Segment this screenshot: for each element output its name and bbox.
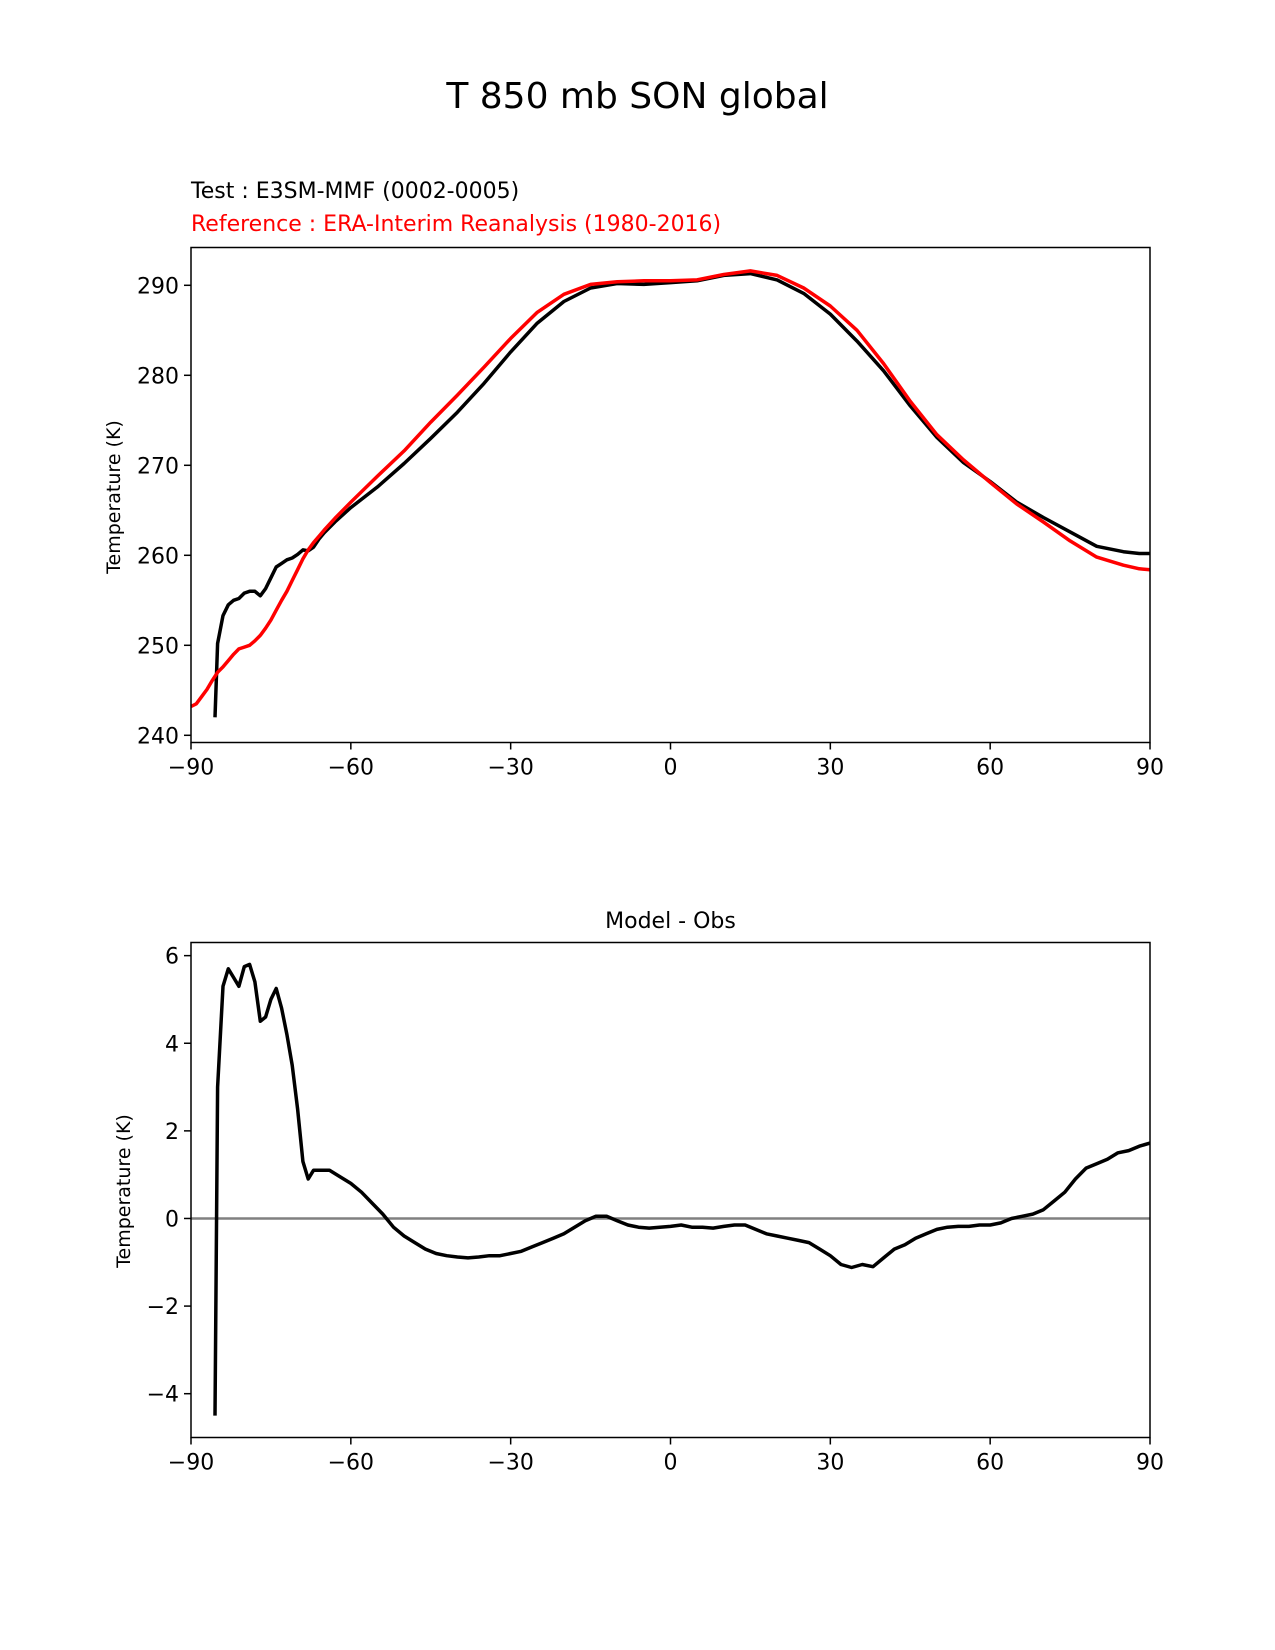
x-tick-label: 60 — [976, 756, 1004, 781]
y-tick-label: 0 — [165, 1207, 179, 1232]
figure-title: T 850 mb SON global — [445, 76, 828, 117]
plot-frame — [190, 941, 1151, 1439]
y-tick-label: −4 — [147, 1383, 179, 1408]
series-reference-line — [190, 269, 1151, 709]
y-tick-label: 280 — [137, 364, 179, 389]
y-tick-label: 290 — [137, 274, 179, 299]
y-axis-label: Temperature (K) — [103, 420, 125, 575]
y-tick-label: 270 — [137, 454, 179, 479]
x-tick-label: 60 — [976, 1451, 1004, 1476]
x-tick-label: −30 — [487, 756, 533, 781]
chart-title: Model - Obs — [605, 909, 736, 934]
x-tick-label: 0 — [664, 1451, 678, 1476]
series-lines — [213, 962, 1151, 1416]
y-tick-label: −2 — [147, 1295, 179, 1320]
y-tick-label: 250 — [137, 634, 179, 659]
series-lines — [190, 269, 1151, 718]
x-tick-label: −90 — [168, 756, 214, 781]
test-label: Test : E3SM-MMF (0002-0005) — [190, 179, 519, 204]
series-test-line — [213, 271, 1150, 718]
x-tick-label: 30 — [816, 756, 844, 781]
axis-ticks: −90 −60 −30 0 30 60 90 240 250 260 270 280 290 — [137, 274, 1164, 780]
y-tick-label: 260 — [137, 544, 179, 569]
axis-ticks: −90 −60 −30 0 30 60 90 −4 −2 0 2 4 6 — [147, 945, 1164, 1476]
x-tick-label: −60 — [328, 1451, 374, 1476]
x-tick-label: −60 — [328, 756, 374, 781]
series-model-obs-line — [213, 962, 1151, 1416]
y-tick-label: 4 — [165, 1032, 179, 1057]
y-tick-label: 6 — [165, 945, 179, 970]
x-tick-label: −30 — [487, 1451, 533, 1476]
y-tick-label: 240 — [137, 724, 179, 749]
x-tick-label: 90 — [1136, 1451, 1164, 1476]
temperature-profile-chart: Test : E3SM-MMF (0002-0005) Reference : … — [103, 179, 1164, 781]
y-tick-label: 2 — [165, 1120, 179, 1145]
reference-label: Reference : ERA-Interim Reanalysis (1980… — [191, 212, 721, 237]
x-tick-label: 30 — [816, 1451, 844, 1476]
x-tick-label: 90 — [1136, 756, 1164, 781]
x-tick-label: 0 — [664, 756, 678, 781]
x-tick-label: −90 — [168, 1451, 214, 1476]
plot-frame — [190, 246, 1151, 744]
model-minus-obs-chart: Model - Obs Temperature (K) −90 −60 −30 0 30… — [113, 909, 1164, 1476]
y-axis-label: Temperature (K) — [113, 1114, 135, 1269]
